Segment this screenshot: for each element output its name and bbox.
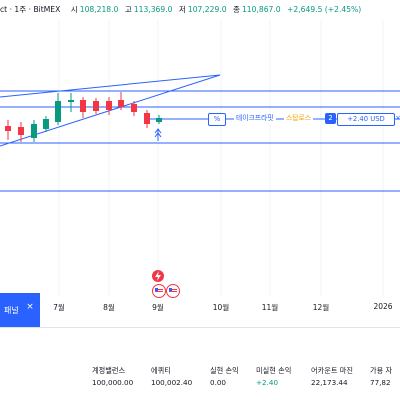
equity-title: 에퀴티	[151, 366, 171, 375]
equity: 에퀴티 100,002.40	[151, 366, 192, 387]
grid-lines	[58, 20, 384, 296]
candle-body	[93, 101, 99, 111]
time-tick: 7월	[53, 303, 65, 312]
us-flag-icon[interactable]	[152, 284, 166, 298]
candle-body	[131, 104, 137, 112]
account-balance-value: 100,000.00	[92, 378, 134, 387]
symbol-label[interactable]: ct · 1주 · BitMEX	[0, 5, 61, 14]
unrealized-pnl-title: 미실현 손익	[256, 366, 292, 375]
account-margin: 어카운트 마진 22,173.44	[311, 366, 353, 387]
order-close-icon[interactable]: ×	[395, 114, 400, 122]
open-label: 시	[70, 5, 78, 14]
percent-button[interactable]: %	[208, 113, 226, 126]
open-value: 108,218.0	[79, 5, 119, 14]
time-tick: 9월	[152, 303, 164, 312]
equity-value: 100,002.40	[151, 378, 193, 387]
time-tick: 10월	[212, 303, 230, 312]
high-value: 113,369.0	[133, 5, 173, 14]
us-flag-icon[interactable]	[166, 284, 180, 298]
account-margin-value: 22,173.44	[311, 378, 348, 387]
divider	[0, 327, 400, 328]
high-label: 고	[124, 5, 132, 14]
realized-pnl-title: 실현 손익	[210, 366, 239, 375]
available-funds: 가용 자 77,82	[370, 366, 392, 387]
candle-body	[68, 100, 74, 102]
account-balance-title: 계정밸런스	[92, 366, 126, 375]
low-value: 107,229.0	[187, 5, 227, 14]
candle-body	[118, 100, 124, 107]
low-label: 저	[178, 5, 186, 14]
candles	[5, 92, 162, 142]
chart-header: ct · 1주 · BitMEX 시 108,218.0 고 113,369.0 저…	[0, 4, 365, 18]
unrealized-pnl-value: +2.40	[256, 378, 279, 387]
unrealized-pnl: 미실현 손익 +2.40	[256, 366, 291, 387]
trendline-upper[interactable]	[0, 74, 221, 98]
candle-body	[80, 100, 86, 112]
time-tick: 12월	[312, 303, 330, 312]
close-label: 종	[232, 5, 240, 14]
realized-pnl-value: 0.00	[210, 378, 227, 387]
candle-body	[5, 126, 11, 131]
price-chart[interactable]	[0, 0, 400, 300]
change-value: +2,649.5 (+2.45%)	[287, 5, 362, 14]
lightning-icon[interactable]	[152, 270, 164, 282]
candle-body	[18, 127, 24, 135]
time-tick: 2026	[373, 302, 393, 311]
candle-body	[144, 113, 150, 124]
candle-body	[55, 101, 61, 122]
available-funds-value: 77,82	[370, 378, 391, 387]
account-margin-title: 어카운트 마진	[311, 366, 353, 375]
candle-body	[156, 118, 162, 122]
realized-pnl: 실현 손익 0.00	[210, 366, 239, 387]
candle-body	[106, 101, 112, 110]
account-balance: 계정밸런스 100,000.00	[92, 366, 133, 387]
candle-body	[31, 124, 37, 138]
panel-label: 패널	[4, 306, 19, 315]
candle-body	[43, 119, 49, 129]
take-profit-button[interactable]: 테이크프라핏	[234, 113, 276, 124]
stop-loss-button[interactable]: 스탑로스	[284, 113, 314, 124]
time-tick: 8월	[103, 303, 115, 312]
order-pnl: +2.40 USD	[337, 113, 395, 126]
panel-close-icon[interactable]: ×	[26, 302, 34, 312]
panel-tab[interactable]: 패널	[0, 293, 40, 327]
close-value: 110,867.0	[241, 5, 281, 14]
available-funds-title: 가용 자	[370, 366, 393, 375]
time-tick: 11월	[261, 303, 279, 312]
order-arrow-icon[interactable]	[154, 128, 162, 141]
time-axis[interactable]: 7월 8월 9월 10월 11월 12월 2026	[0, 298, 400, 318]
order-quantity[interactable]: 2	[325, 113, 336, 124]
